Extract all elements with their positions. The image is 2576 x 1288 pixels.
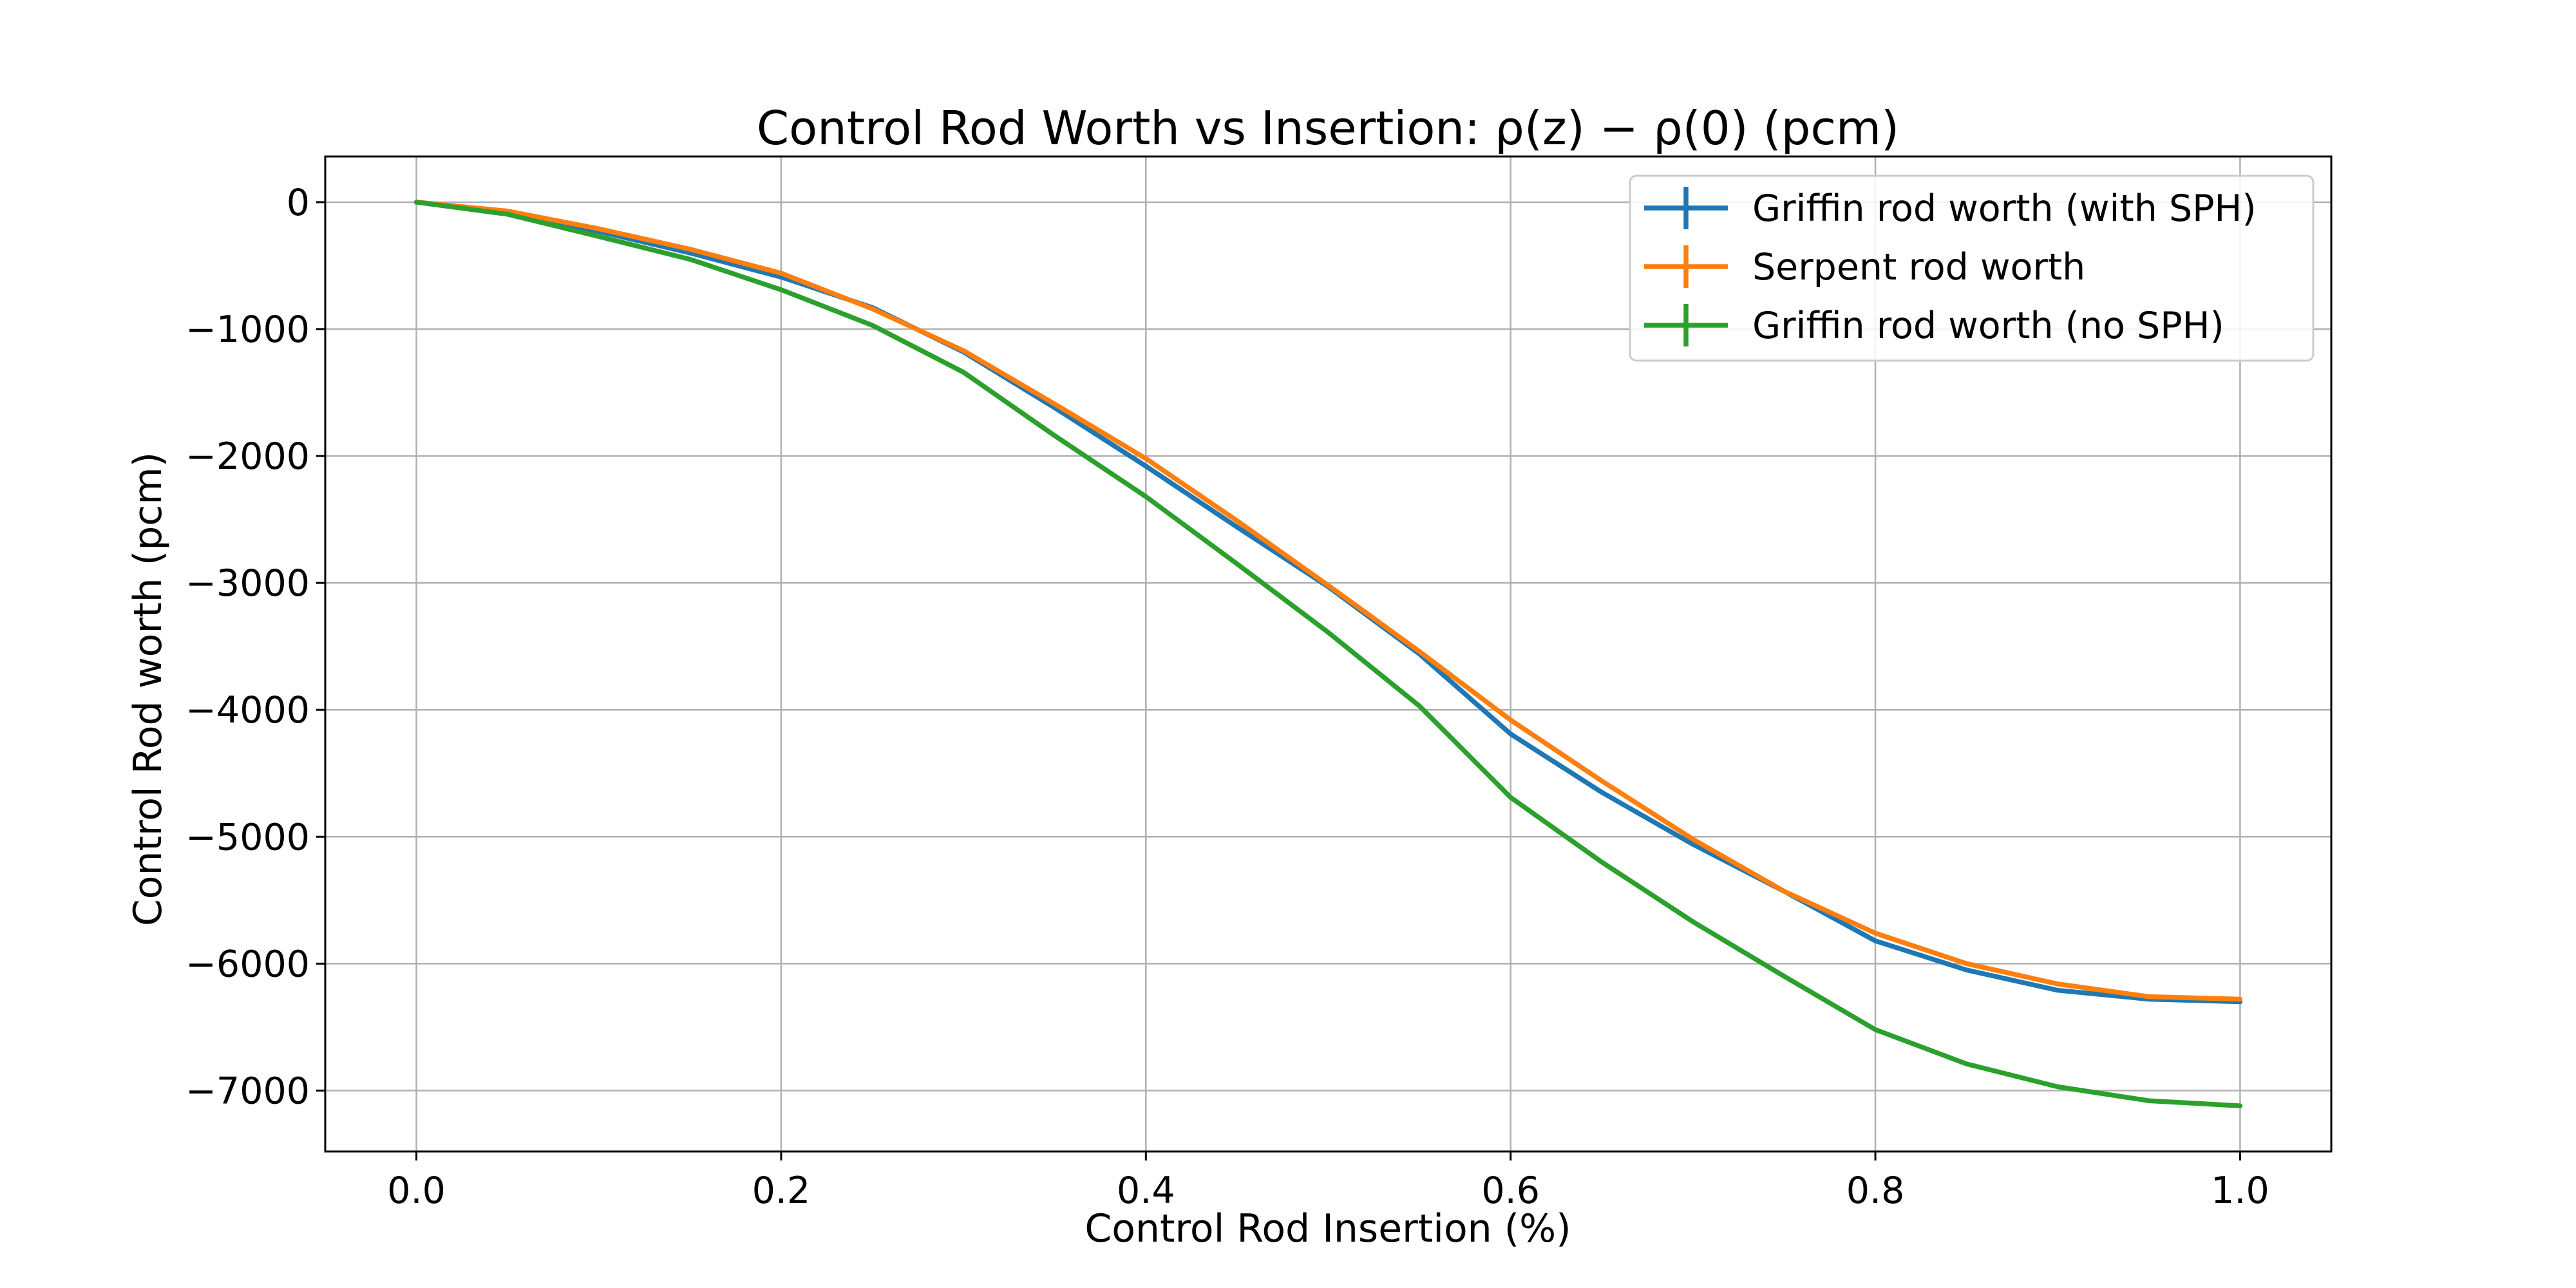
y-tick-label: −3000 [185, 562, 310, 605]
series-line-1 [413, 200, 2243, 1002]
x-axis-label: Control Rod Insertion (%) [1084, 1206, 1571, 1251]
y-tick-label: −2000 [185, 435, 310, 478]
x-tick-label: 1.0 [2211, 1170, 2269, 1212]
y-tick-label: −5000 [185, 816, 310, 858]
legend-entry: Griffin rod worth (no SPH) [1644, 304, 2224, 347]
legend-entry: Serpent rod worth [1644, 245, 2085, 289]
x-tick-label: 0.4 [1117, 1170, 1175, 1212]
y-tick-label: −6000 [185, 943, 310, 985]
legend: Griffin rod worth (with SPH) Serpent rod … [1629, 175, 2315, 362]
y-axis-label: Control Rod worth (pcm) [126, 452, 171, 926]
x-tick-label: 0.6 [1481, 1170, 1540, 1212]
legend-entry: Griffin rod worth (with SPH) [1644, 187, 2257, 230]
legend-box [1629, 175, 2315, 362]
x-tick-label: 0.2 [752, 1170, 811, 1212]
x-tick-label: 0.8 [1846, 1170, 1905, 1212]
y-tick-label: −1000 [185, 308, 310, 351]
x-tick-label: 0.0 [387, 1170, 446, 1212]
series-line-2 [413, 200, 2243, 1108]
legend-label: Griffin rod worth (with SPH) [1752, 187, 2257, 230]
chart-title: Control Rod Worth vs Insertion: ρ(z) − ρ… [757, 101, 1899, 155]
y-tick-label: −4000 [185, 689, 310, 732]
plot-frame [324, 155, 2333, 1153]
y-tick-label: 0 [287, 182, 310, 224]
series-layer [413, 200, 2243, 1108]
axis-ticks: 0.0 0.2 0.4 0.6 0.8 1.0 0 −1000 −2000 −3000 −4000 −… [185, 182, 2269, 1212]
legend-label: Serpent rod worth [1752, 246, 2085, 289]
legend-label: Griffin rod worth (no SPH) [1752, 305, 2224, 347]
y-tick-label: −7000 [185, 1070, 310, 1112]
